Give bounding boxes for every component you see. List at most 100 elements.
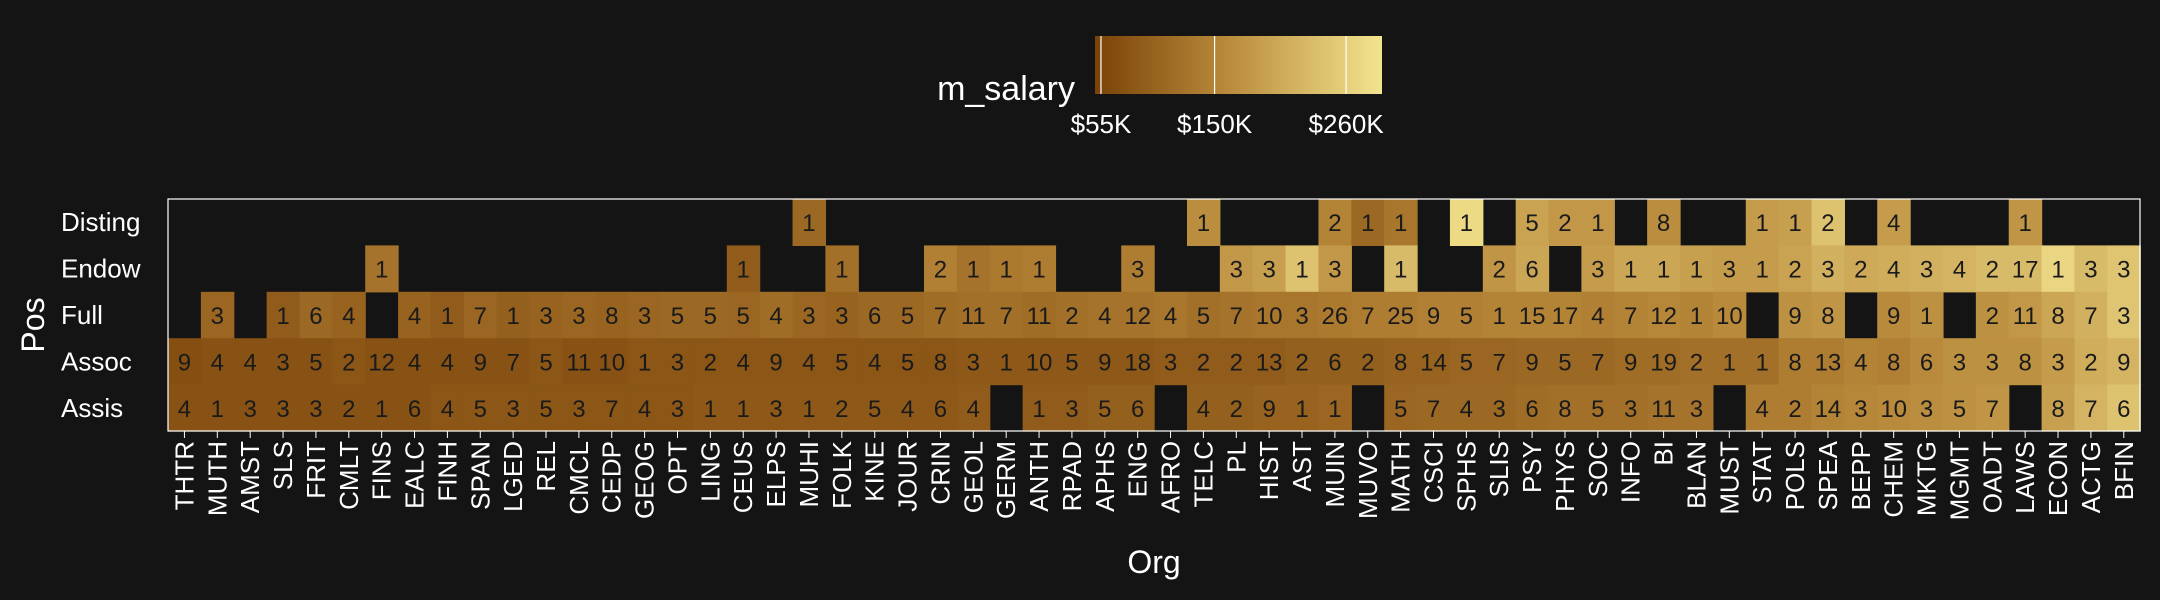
cell-count-label: 17 <box>1552 303 1579 330</box>
cell-count-label: 5 <box>1460 349 1473 376</box>
heatmap-cell <box>759 384 794 432</box>
x-tick-label: MUST <box>1714 441 1744 515</box>
heatmap-cell <box>1154 338 1188 386</box>
heatmap-cell <box>562 384 596 432</box>
cell-count-label: 1 <box>1723 349 1736 376</box>
heatmap-cell <box>1548 338 1583 386</box>
heatmap-cell <box>1844 338 1878 386</box>
cell-count-label: 4 <box>1854 349 1867 376</box>
x-tick-label: RPAD <box>1057 441 1087 511</box>
heatmap-cell <box>628 291 662 339</box>
heatmap-cell <box>1055 291 1089 339</box>
heatmap-cell <box>1910 384 1944 432</box>
x-tick-label: BEPP <box>1846 441 1876 510</box>
heatmap-cell <box>496 338 531 386</box>
color-legend: m_salary $55K $150K $260K <box>937 36 1384 139</box>
cell-count-label: 1 <box>835 257 848 284</box>
cell-count-label: 3 <box>1262 257 1275 284</box>
heatmap-cell <box>200 338 235 386</box>
heatmap-cell <box>1055 384 1089 432</box>
legend-tick-label: $150K <box>1177 109 1253 139</box>
heatmap-cell <box>792 384 826 432</box>
heatmap-cell <box>1975 291 2010 339</box>
cell-count-label: 7 <box>2084 396 2097 423</box>
heatmap-cell <box>956 338 991 386</box>
cell-count-label: 2 <box>1493 257 1506 284</box>
heatmap-cell <box>1877 291 1911 339</box>
heatmap-cell <box>1285 291 1320 339</box>
heatmap-cell <box>1712 291 1747 339</box>
cell-count-label: 15 <box>1519 303 1546 330</box>
cell-count-label: 4 <box>408 349 421 376</box>
heatmap-cell <box>759 291 794 339</box>
cell-count-label: 3 <box>1821 257 1834 284</box>
cell-count-label: 2 <box>934 257 947 284</box>
heatmap-cell <box>430 291 465 339</box>
heatmap-cell <box>661 291 695 339</box>
heatmap-cell <box>1252 384 1287 432</box>
cell-count-label: 3 <box>1854 396 1867 423</box>
cell-count-label: 7 <box>1427 396 1440 423</box>
cell-count-label: 6 <box>1525 257 1538 284</box>
x-tick-label: ENG <box>1123 441 1153 497</box>
cell-count-label: 1 <box>1493 303 1506 330</box>
x-tick-label: SPHS <box>1451 441 1481 512</box>
cell-count-label: 3 <box>243 396 256 423</box>
cell-count-label: 1 <box>276 303 289 330</box>
cell-count-label: 8 <box>1788 349 1801 376</box>
cell-count-label: 5 <box>474 396 487 423</box>
heatmap-cell <box>956 291 991 339</box>
cell-count-label: 4 <box>178 396 191 423</box>
x-tick-label: SPEA <box>1813 440 1843 510</box>
x-tick-label: PSY <box>1517 441 1547 493</box>
cell-count-label: 5 <box>539 349 552 376</box>
cell-count-label: 3 <box>1723 257 1736 284</box>
x-tick-label: CSCI <box>1418 441 1448 503</box>
heatmap-cell <box>1449 338 1484 386</box>
legend-title: m_salary <box>937 70 1075 108</box>
x-tick-label: MKTG <box>1912 441 1942 516</box>
cell-count-label: 9 <box>474 349 487 376</box>
x-tick-label: FRIT <box>301 441 331 499</box>
heatmap-cell <box>1942 245 1977 293</box>
x-tick-label: MGMT <box>1944 441 1974 521</box>
heatmap-cell <box>463 338 498 386</box>
heatmap-cell <box>1548 384 1583 432</box>
heatmap-cell <box>463 384 498 432</box>
heatmap-cell <box>1647 384 1681 432</box>
heatmap-cell <box>365 384 399 432</box>
heatmap-cell <box>628 384 662 432</box>
heatmap-cell <box>1449 384 1484 432</box>
cell-count-label: 9 <box>1427 303 1440 330</box>
cell-count-label: 2 <box>1361 349 1374 376</box>
x-tick-label: REL <box>531 441 561 492</box>
heatmap-cell <box>1614 291 1648 339</box>
cell-count-label: 2 <box>835 396 848 423</box>
x-tick-label: ACTG <box>2076 441 2106 513</box>
cell-count-label: 3 <box>967 349 980 376</box>
cell-count-label: 13 <box>1256 349 1283 376</box>
cell-count-label: 6 <box>1131 396 1144 423</box>
cell-count-label: 7 <box>1230 303 1243 330</box>
cell-count-label: 1 <box>1394 210 1407 237</box>
heatmap-cell <box>1975 245 2010 293</box>
cell-count-label: 4 <box>1887 257 1900 284</box>
cell-count-label: 4 <box>901 396 914 423</box>
cell-count-label: 1 <box>1328 396 1341 423</box>
x-tick-label: GERM <box>991 441 1021 519</box>
heatmap-cell <box>1449 291 1484 339</box>
cell-count-label: 3 <box>2117 257 2130 284</box>
heatmap-cell <box>1219 245 1254 293</box>
cell-count-label: 2 <box>1690 349 1703 376</box>
heatmap-cell <box>1121 338 1155 386</box>
cell-count-label: 1 <box>1000 349 1013 376</box>
cell-count-label: 3 <box>2051 349 2064 376</box>
heatmap-cell <box>1482 384 1517 432</box>
x-tick-label: GEOL <box>958 441 988 513</box>
heatmap-cell <box>825 338 859 386</box>
cell-count-label: 3 <box>1493 396 1506 423</box>
x-tick-label: THTR <box>169 441 199 510</box>
cell-count-label: 6 <box>1920 349 1933 376</box>
x-tick-label: MATH <box>1386 441 1416 513</box>
heatmap-cell <box>398 384 432 432</box>
